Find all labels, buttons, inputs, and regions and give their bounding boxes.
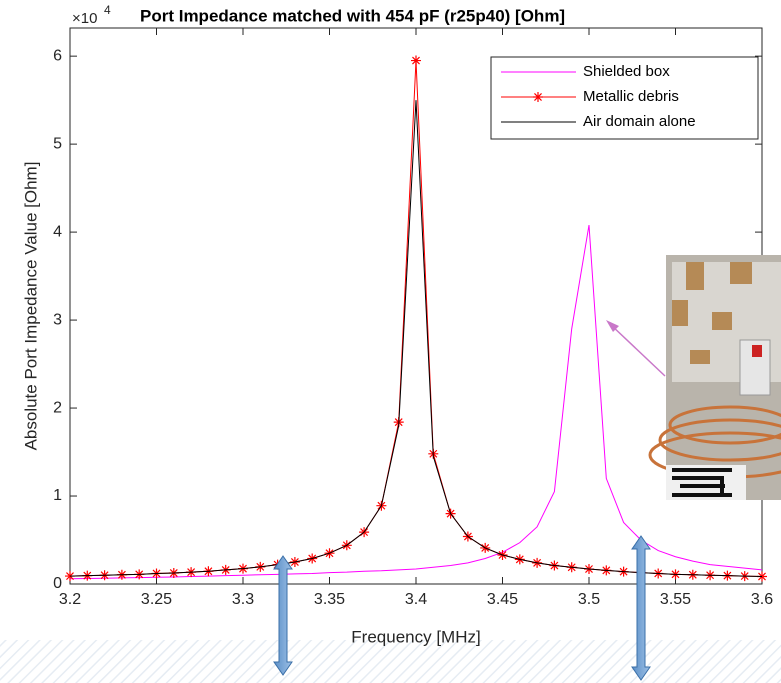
y-tick-label: 5 (53, 135, 62, 152)
chart-title: Port Impedance matched with 454 pF (r25p… (140, 6, 565, 25)
x-tick-label: 3.4 (405, 591, 427, 608)
y-axis-label: Absolute Port Impedance Value [Ohm] (21, 162, 40, 451)
legend-box (490, 56, 759, 140)
x-tick-label: 3.6 (751, 591, 773, 608)
annotation-arrowhead (606, 320, 619, 332)
x-tick-label: 3.3 (232, 591, 254, 608)
y-tick-label: 3 (53, 311, 62, 328)
annotation-arrow (609, 323, 666, 377)
y-tick-label: 1 (53, 487, 62, 504)
y-tick-label: 4 (53, 223, 62, 240)
plot: 3.2 3.25 3.3 3.35 3.4 3.45 3.5 3.55 3.6 0 1 2 3 4 5 6 Sh… (53, 28, 773, 608)
legend: Shielded box Metallic debris Air domain al… (490, 56, 759, 140)
x-tick-label: 3.55 (660, 591, 691, 608)
x-tick-label: 3.45 (487, 591, 518, 608)
x-tick-label: 3.35 (314, 591, 345, 608)
background-hatch (0, 640, 781, 683)
y-multiplier: ×10 (72, 10, 97, 27)
legend-label: Metallic debris (583, 88, 679, 105)
blue-arrow (631, 535, 651, 681)
legend-label: Shielded box (583, 63, 670, 80)
legend-marker (533, 92, 543, 102)
inset-photo (648, 255, 781, 500)
legend-label: Air domain alone (583, 113, 696, 130)
y-multiplier-exponent: 4 (104, 3, 111, 17)
y-tick-label: 6 (53, 47, 62, 64)
series-line (69, 100, 763, 578)
x-axis-label: Frequency [MHz] (351, 627, 480, 646)
y-tick-label: 0 (53, 575, 62, 592)
x-tick-label: 3.2 (59, 591, 81, 608)
x-tick-label: 3.25 (141, 591, 172, 608)
data-marker (411, 55, 421, 66)
y-tick-label: 2 (53, 399, 62, 416)
x-tick-label: 3.5 (578, 591, 600, 608)
blue-arrow (273, 555, 293, 676)
